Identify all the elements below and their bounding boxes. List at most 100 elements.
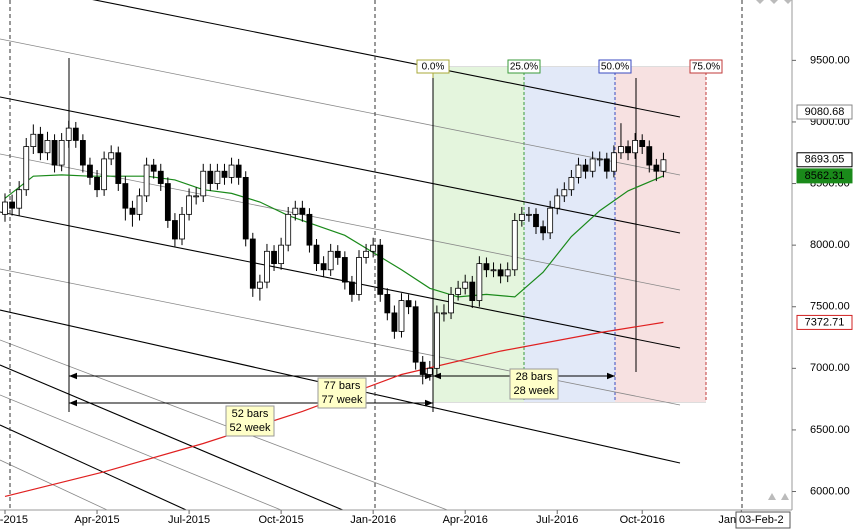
scroll-icons [756,0,792,500]
candle-body [441,312,447,315]
y-tick-label: 7500.00 [810,301,850,313]
candle-body [242,176,249,240]
candle-body [207,170,214,184]
candle-body [23,146,30,191]
channel-line [0,268,681,406]
candle-body [391,312,398,332]
candle-body [419,361,426,375]
candle-body [292,207,299,215]
candle-body [603,158,610,172]
measure-box [317,377,367,409]
candle-body [122,183,129,209]
channel-line [0,394,283,510]
candle-body [540,226,546,234]
candle-body [51,140,58,166]
channel-line [0,424,188,510]
x-tick-label: Apr-2015 [74,514,119,526]
zone-label-box [598,59,632,74]
candle-body [249,238,256,289]
measure-label: 77 week [322,394,363,406]
candle-body [221,170,228,178]
y-tick-label: 8000.00 [810,239,850,251]
candle-body [526,213,532,216]
channel-line [0,96,681,234]
candle-body [129,207,136,215]
channel-line [0,364,345,510]
zone-label-box [689,59,723,74]
candle-body [16,189,23,209]
date-box [735,511,791,529]
measure-label: 52 week [230,422,271,434]
y-tick-label: 7000.00 [810,362,850,374]
candle-body [554,195,561,209]
zone-fill [433,67,524,402]
icon [781,493,789,500]
candle-body [377,244,384,295]
candle-body [405,300,412,308]
zone-label-box [416,59,450,74]
candle-body [256,281,263,289]
candle-body [179,213,185,240]
candle-body [285,213,292,246]
channel-line [92,0,681,118]
candle-body [610,152,617,172]
candle-body [172,220,178,240]
candle-body [2,201,8,215]
zone-label: 75.0% [692,62,720,73]
candle-body [511,220,518,271]
candle-body [58,140,65,166]
fib-zones [432,66,707,403]
x-tick-label: Jan-2016 [350,514,396,526]
measure-box [509,368,559,400]
candle-body [306,213,313,246]
zone-label-box [507,59,541,74]
candle-body [115,152,122,184]
candle-body [660,159,667,172]
candle-body [575,164,582,178]
candle-body [653,164,660,172]
candle-body [87,164,93,178]
candle-body [44,140,51,154]
candle-body [101,158,108,191]
candle-body [349,281,355,295]
price-marker-label: 9080.68 [805,106,845,118]
zone-fill [524,67,615,402]
candle-body [618,146,624,154]
date-box-label: 03-Feb-2 [739,514,784,526]
candle-body [469,281,476,301]
candle-body [497,269,504,277]
candle-body [341,257,348,283]
x-tick-label: Apr-2016 [443,514,488,526]
plot-marks [2,120,667,497]
measure-box [225,405,275,437]
zone-label: 0.0% [422,62,445,73]
icon [784,0,792,4]
candle-body [9,201,15,209]
measure-label: 77 bars [324,380,361,392]
candle-body [547,207,554,234]
y-tick-label: 9500.00 [810,54,850,66]
x-tick-label: Oct-2015 [258,514,303,526]
candle-body [490,269,497,272]
price-marker-label: 8562.31 [805,170,845,182]
price-marker [796,104,853,120]
x-tick-label: Jul-2016 [536,514,578,526]
candle-body [504,269,511,277]
candle-body [108,152,115,160]
candle-body [79,140,86,166]
candle-body [334,250,341,258]
candle-body [30,133,37,147]
candle-body [327,250,334,271]
channel-line [0,459,109,510]
x-tick-label: Jan-2015 [0,514,28,526]
candle-body [363,250,369,258]
candle-body [271,250,277,265]
candle-body [582,164,589,172]
price-marker [796,152,853,168]
candle-body [37,133,44,154]
candle-body [426,367,433,375]
candle-body [596,158,603,161]
price-marker [796,314,853,330]
candle-body [143,164,150,197]
